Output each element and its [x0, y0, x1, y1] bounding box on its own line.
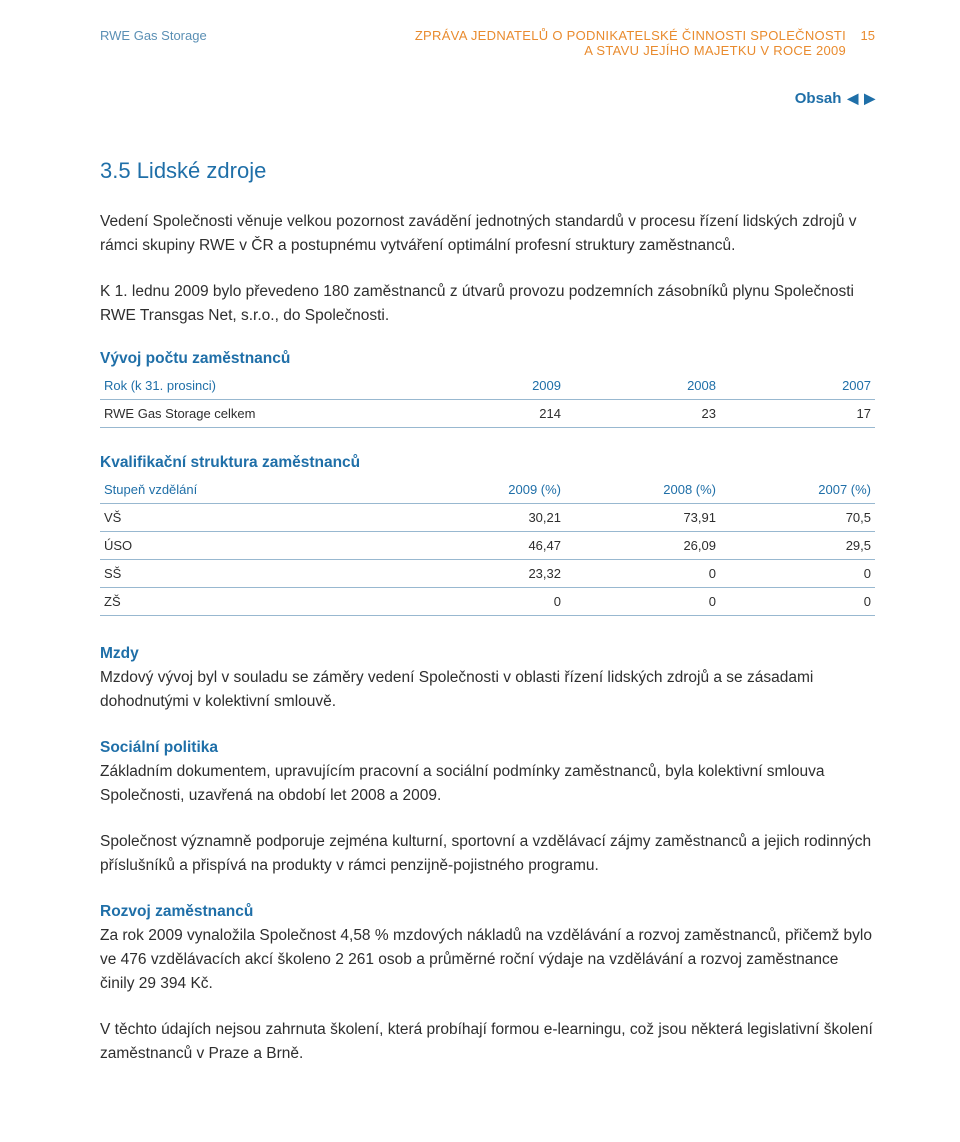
table-header-row: Rok (k 31. prosinci) 2009 2008 2007 [100, 372, 875, 400]
arrow-right-icon[interactable]: ▶ [864, 90, 875, 107]
rozvoj-p1: Za rok 2009 vynaložila Společnost 4,58 %… [100, 927, 872, 992]
contents-label: Obsah [795, 90, 842, 107]
table1-col-1: 2008 [565, 372, 720, 400]
table2-r2-v2: 0 [720, 560, 875, 588]
table1-col-2: 2007 [720, 372, 875, 400]
table-row: ZŠ 0 0 0 [100, 588, 875, 616]
page-header: RWE Gas Storage ZPRÁVA JEDNATELŮ O PODNI… [100, 28, 875, 60]
table2-r3-label: ZŠ [100, 588, 410, 616]
report-title-line1: ZPRÁVA JEDNATELŮ O PODNIKATELSKÉ ČINNOST… [415, 28, 846, 43]
page: RWE Gas Storage ZPRÁVA JEDNATELŮ O PODNI… [0, 0, 960, 1142]
table2-r2-label: SŠ [100, 560, 410, 588]
table-row: ÚSO 46,47 26,09 29,5 [100, 532, 875, 560]
table2-r3-v0: 0 [410, 588, 565, 616]
table2-r2-v1: 0 [565, 560, 720, 588]
rozvoj-block-1: Rozvoj zaměstnanců Za rok 2009 vynaložil… [100, 900, 875, 996]
table2-r3-v1: 0 [565, 588, 720, 616]
social-heading: Sociální politika [100, 739, 218, 756]
table2-r0-v1: 73,91 [565, 504, 720, 532]
table1-r0-v1: 23 [565, 400, 720, 428]
page-number: 15 [861, 28, 875, 43]
social-p2: Společnost významně podporuje zejména ku… [100, 830, 875, 878]
table2-col-1: 2008 (%) [565, 476, 720, 504]
table2-title: Kvalifikační struktura zaměstnanců [100, 454, 875, 472]
contents-link[interactable]: Obsah ◀ ▶ [795, 90, 875, 107]
table2-r2-v0: 23,32 [410, 560, 565, 588]
report-title: ZPRÁVA JEDNATELŮ O PODNIKATELSKÉ ČINNOST… [415, 28, 846, 58]
social-p1: Základním dokumentem, upravujícím pracov… [100, 763, 825, 804]
table2-r0-label: VŠ [100, 504, 410, 532]
mzdy-block: Mzdy Mzdový vývoj byl v souladu se záměr… [100, 642, 875, 714]
report-title-line2: A STAVU JEJÍHO MAJETKU V ROCE 2009 [415, 43, 846, 58]
table1-header-label: Rok (k 31. prosinci) [100, 372, 410, 400]
header-right: ZPRÁVA JEDNATELŮ O PODNIKATELSKÉ ČINNOST… [415, 28, 875, 60]
table2-r0-v2: 70,5 [720, 504, 875, 532]
table2-r3-v2: 0 [720, 588, 875, 616]
social-block-1: Sociální politika Základním dokumentem, … [100, 736, 875, 808]
paragraph-intro-1: Vedení Společnosti věnuje velkou pozorno… [100, 210, 875, 258]
paragraph-intro-2: K 1. lednu 2009 bylo převedeno 180 zaměs… [100, 280, 875, 328]
table1-col-0: 2009 [410, 372, 565, 400]
arrow-left-icon[interactable]: ◀ [847, 90, 858, 107]
table-header-row: Stupeň vzdělání 2009 (%) 2008 (%) 2007 (… [100, 476, 875, 504]
table1-r0-v2: 17 [720, 400, 875, 428]
table1-r0-label: RWE Gas Storage celkem [100, 400, 410, 428]
table2-header-label: Stupeň vzdělání [100, 476, 410, 504]
table-row: VŠ 30,21 73,91 70,5 [100, 504, 875, 532]
employee-count-table: Rok (k 31. prosinci) 2009 2008 2007 RWE … [100, 372, 875, 428]
company-name: RWE Gas Storage [100, 28, 207, 43]
table1-title: Vývoj počtu zaměstnanců [100, 350, 875, 368]
table2-r1-v2: 29,5 [720, 532, 875, 560]
table2-col-0: 2009 (%) [410, 476, 565, 504]
qualification-table: Stupeň vzdělání 2009 (%) 2008 (%) 2007 (… [100, 476, 875, 616]
rozvoj-heading: Rozvoj zaměstnanců [100, 903, 253, 920]
table-row: RWE Gas Storage celkem 214 23 17 [100, 400, 875, 428]
section-heading: 3.5 Lidské zdroje [100, 158, 875, 184]
mzdy-heading: Mzdy [100, 645, 139, 662]
table2-r1-v1: 26,09 [565, 532, 720, 560]
table1-r0-v0: 214 [410, 400, 565, 428]
table2-r1-label: ÚSO [100, 532, 410, 560]
table-row: SŠ 23,32 0 0 [100, 560, 875, 588]
rozvoj-p2: V těchto údajích nejsou zahrnuta školení… [100, 1018, 875, 1066]
table2-r1-v0: 46,47 [410, 532, 565, 560]
mzdy-text: Mzdový vývoj byl v souladu se záměry ved… [100, 669, 813, 710]
table2-r0-v0: 30,21 [410, 504, 565, 532]
table2-col-2: 2007 (%) [720, 476, 875, 504]
contents-nav: Obsah ◀ ▶ [100, 90, 875, 108]
